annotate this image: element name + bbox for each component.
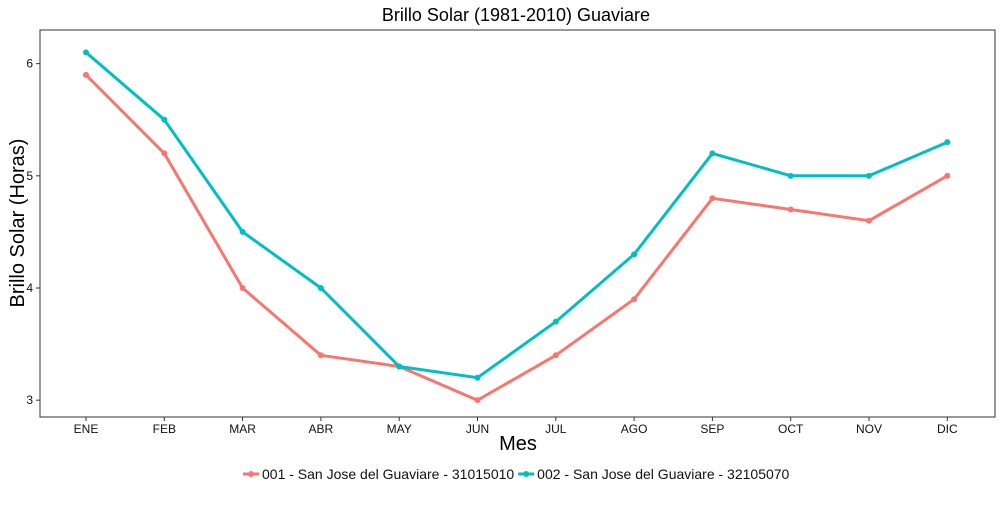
data-point <box>631 251 638 258</box>
x-tick-label: NOV <box>856 422 882 436</box>
x-tick-label: JUN <box>466 422 489 436</box>
data-point <box>944 139 951 146</box>
data-point <box>552 352 559 359</box>
x-axis-title: Mes <box>499 433 537 455</box>
legend-item-1: 001 - San Jose del Guaviare - 31015010 <box>243 466 514 482</box>
x-tick-label: SEP <box>700 422 724 436</box>
chart-title: Brillo Solar (1981-2010) Guaviare <box>382 5 650 25</box>
legend-key-point <box>523 471 530 477</box>
data-point <box>161 150 168 157</box>
data-point <box>631 296 638 303</box>
legend-label: 002 - San Jose del Guaviare - 32105070 <box>537 466 789 482</box>
data-point <box>317 285 324 291</box>
series-line <box>84 73 949 402</box>
data-point <box>709 150 716 157</box>
x-tick-label: ABR <box>309 422 334 436</box>
legend: 001 - San Jose del Guaviare - 31015010 00… <box>243 466 790 482</box>
data-point <box>474 374 481 381</box>
data-point <box>239 285 246 291</box>
series-2 <box>83 49 951 381</box>
data-point <box>474 397 481 404</box>
x-axis: ENE FEB MAR ABR MAY JUN JUL AGO SEP OCT NOV DIC <box>74 417 958 436</box>
data-point <box>83 71 89 78</box>
x-tick-label: AGO <box>621 422 648 436</box>
data-point <box>552 318 559 325</box>
x-tick-label: OCT <box>778 422 804 436</box>
data-point <box>709 195 716 202</box>
x-tick-label: MAY <box>387 422 412 436</box>
x-tick-label: ENE <box>74 422 99 436</box>
y-tick-label: 4 <box>26 281 33 295</box>
data-point <box>944 172 951 179</box>
legend-item-2: 002 - San Jose del Guaviare - 32105070 <box>518 466 790 482</box>
x-tick-label: FEB <box>153 422 176 436</box>
y-axis: 3 4 5 6 <box>26 57 40 407</box>
y-tick-label: 6 <box>26 57 33 71</box>
y-axis-title: Brillo Solar (Horas) <box>7 139 29 308</box>
data-point <box>317 352 324 359</box>
data-point <box>866 217 872 224</box>
legend-key-point <box>248 471 254 477</box>
series-1 <box>83 71 951 404</box>
legend-label: 001 - San Jose del Guaviare - 31015010 <box>262 466 514 482</box>
plot-panel <box>39 29 996 418</box>
x-tick-label: DIC <box>937 422 958 436</box>
data-point <box>787 206 794 213</box>
x-tick-label: JUL <box>545 422 567 436</box>
data-point <box>239 228 246 235</box>
y-tick-label: 3 <box>26 393 33 407</box>
x-tick-label: MAR <box>229 422 256 436</box>
data-point <box>161 116 168 123</box>
data-point <box>787 172 794 179</box>
data-point <box>866 172 872 179</box>
series-line <box>84 50 949 380</box>
data-point <box>396 363 403 370</box>
data-point <box>83 49 89 56</box>
series-layer <box>83 49 951 404</box>
y-tick-label: 5 <box>26 169 33 183</box>
